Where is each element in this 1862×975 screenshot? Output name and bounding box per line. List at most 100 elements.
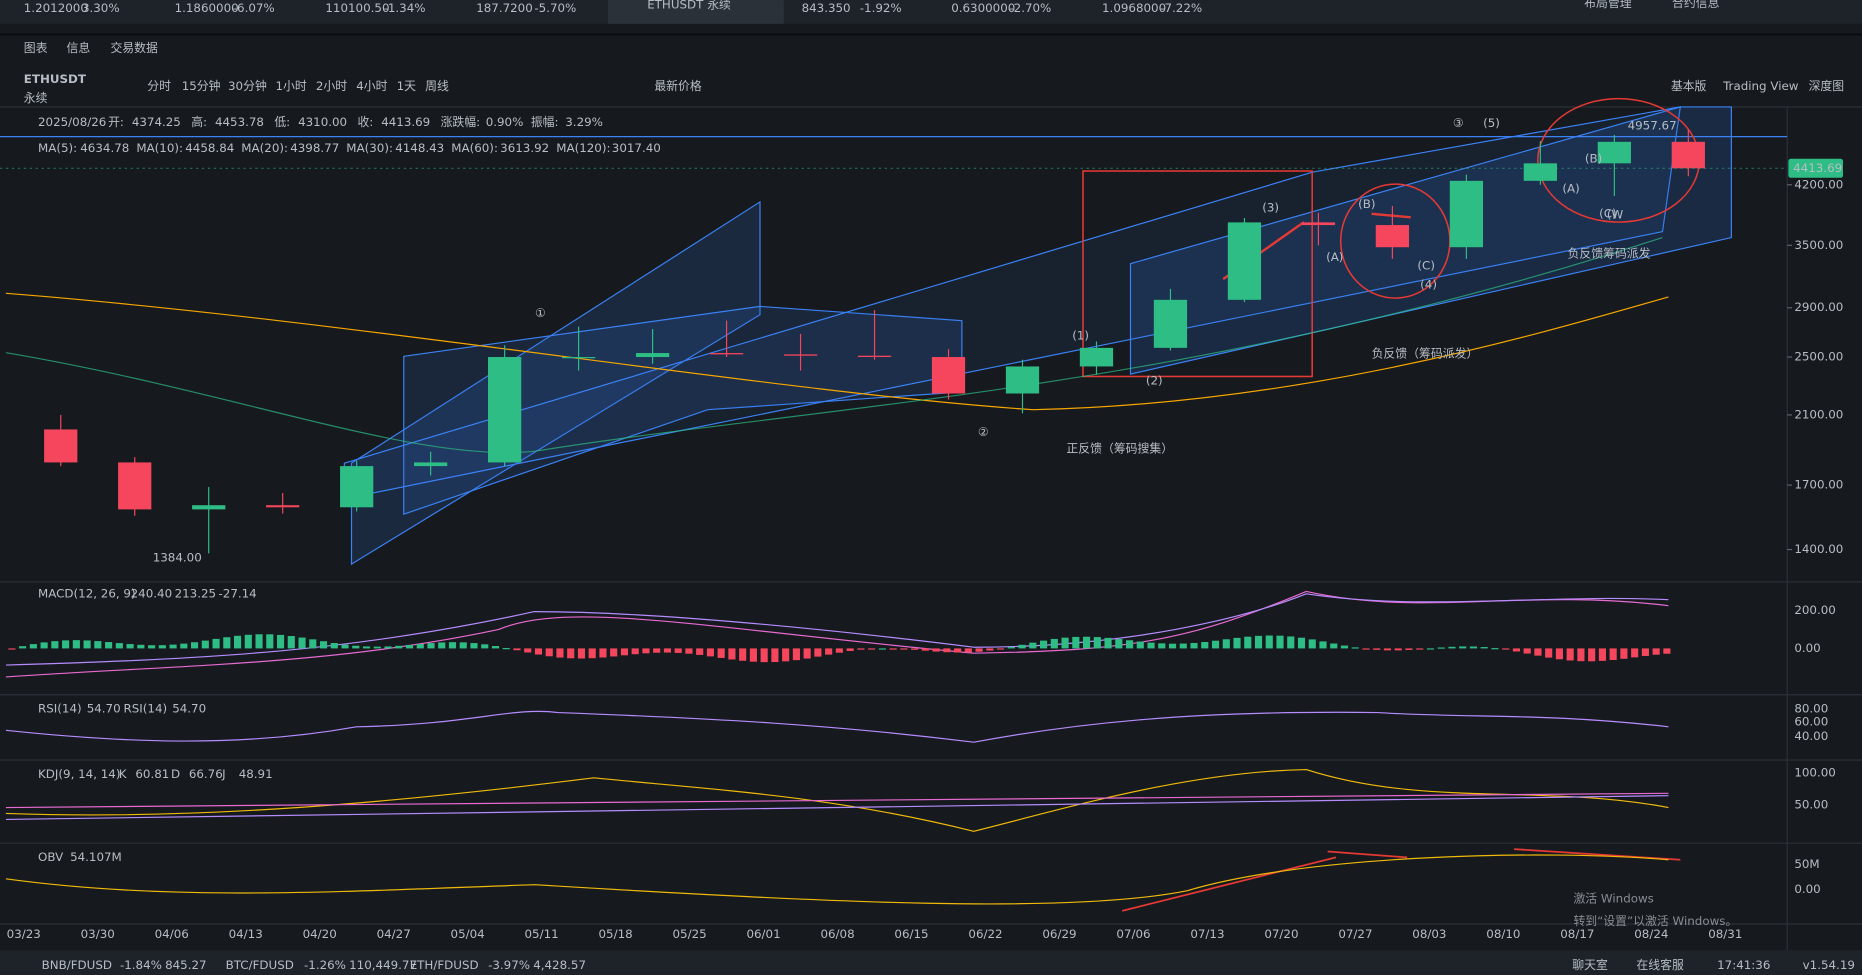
pair-name[interactable]: BTC/FDUSD (226, 958, 294, 972)
macd-histogram (986, 648, 994, 651)
last-price-label: 4413.69 (1793, 161, 1842, 175)
macd-histogram (685, 648, 693, 654)
candle-body (1005, 366, 1040, 394)
macd-histogram (62, 640, 70, 649)
macd-histogram (921, 648, 929, 651)
rsi-label: 54.70 (172, 701, 206, 715)
candle-body (931, 357, 966, 394)
tab[interactable]: 交易数据 (110, 41, 158, 55)
interval[interactable]: 15分钟 (182, 79, 221, 93)
ma-value: 4458.84 (185, 141, 234, 155)
candle-body (44, 429, 78, 463)
macd-histogram (137, 644, 145, 649)
view-tab[interactable]: 深度图 (1809, 79, 1845, 93)
pair-name[interactable]: BNB/FDUSD (42, 958, 112, 972)
kdj-item: 60.81 (135, 767, 169, 781)
macd-histogram (889, 648, 897, 650)
macd-histogram (1491, 648, 1499, 650)
x-tick-label: 04/20 (303, 927, 337, 941)
macd-histogram (373, 646, 381, 649)
macd-histogram (857, 648, 865, 650)
view-tab[interactable]: 基本版 (1671, 79, 1707, 93)
macd-histogram (631, 648, 639, 655)
price-type[interactable]: 最新价格 (654, 79, 702, 93)
ticker-price[interactable]: 1.2012000 (24, 1, 88, 15)
macd-histogram (319, 641, 328, 649)
macd-histogram (1254, 635, 1263, 649)
ohlc-value: 4413.69 (381, 115, 430, 129)
ticker-price[interactable]: 0.6300000 (951, 1, 1015, 15)
symbol[interactable]: ETHUSDT (24, 72, 87, 86)
kdj-item: K (119, 767, 128, 781)
macd-histogram (1459, 646, 1467, 649)
wave-label: (C) (1599, 206, 1617, 220)
candle-body (340, 466, 374, 508)
ticker-price[interactable]: 110100.50 (325, 1, 389, 15)
ma-value: 3613.92 (500, 141, 549, 155)
macd-histogram (782, 648, 790, 662)
interval[interactable]: 2小时 (316, 79, 347, 93)
ohlc-label: 收: (357, 115, 373, 129)
macd-histogram (943, 648, 951, 653)
macd-histogram (1211, 640, 1220, 649)
tab[interactable]: 图表 (24, 41, 48, 55)
pair-name[interactable]: ETH/FDUSD (410, 958, 479, 972)
pair-change: -1.84% (120, 958, 162, 972)
bottom-link[interactable]: 在线客服 (1636, 958, 1684, 972)
macd-histogram (1373, 648, 1381, 650)
macd-histogram (771, 648, 779, 663)
macd-histogram (1663, 648, 1671, 654)
top-link[interactable]: 布局管理 (1584, 0, 1632, 10)
wave-label: (5) (1483, 116, 1500, 130)
ticker-price[interactable]: 843.350 (802, 1, 851, 15)
macd-histogram (427, 643, 435, 649)
macd-histogram (524, 648, 532, 653)
macd-histogram (1416, 648, 1424, 650)
macd-histogram (448, 642, 457, 649)
ohlc-value: 0.90% (486, 115, 524, 129)
interval[interactable]: 1天 (397, 79, 417, 93)
x-tick-label: 06/22 (968, 927, 1002, 941)
macd-histogram (653, 648, 661, 653)
candle-body (1301, 222, 1336, 226)
obv-value: 54.107M (70, 850, 122, 864)
ma-name: MA(60): (451, 141, 498, 155)
interval[interactable]: 1小时 (276, 79, 307, 93)
macd-histogram (1093, 637, 1101, 649)
view-tab[interactable]: Trading View (1722, 79, 1799, 93)
wave-label: (1) (1072, 329, 1089, 343)
interval[interactable]: 4小时 (356, 79, 387, 93)
interval[interactable]: 30分钟 (228, 79, 267, 93)
interval[interactable]: 周线 (425, 79, 449, 93)
macd-histogram (481, 644, 489, 649)
macd-histogram (1125, 640, 1134, 649)
ticker-price[interactable]: 1.0968000 (1102, 1, 1166, 15)
macd-histogram (1448, 646, 1456, 649)
ohlc-label: 高: (191, 115, 207, 129)
top-link[interactable]: 合约信息 (1672, 0, 1720, 10)
tab[interactable]: 信息 (67, 41, 91, 55)
interval[interactable]: 分时 (147, 79, 171, 93)
macd-histogram (1555, 648, 1563, 660)
ticker-change: -1.34% (384, 1, 426, 15)
macd-histogram (1652, 648, 1660, 655)
macd-histogram (1566, 648, 1574, 661)
ticker-price[interactable]: 1.1860000 (175, 1, 239, 15)
macd-histogram (470, 643, 478, 649)
bottom-link[interactable]: 聊天室 (1572, 958, 1608, 972)
macd-histogram (309, 639, 317, 649)
macd-histogram (1577, 648, 1585, 662)
macd-histogram (1631, 648, 1639, 658)
rsi-tick: 60.00 (1794, 715, 1828, 729)
macd-histogram (545, 648, 553, 657)
wave-label: (C) (1417, 259, 1435, 273)
contract: 永续 (24, 91, 48, 105)
ticker-price[interactable]: 187.7200 (476, 1, 533, 15)
macd-histogram (814, 648, 822, 657)
active-symbol[interactable]: ETHUSDT 永续 (647, 0, 731, 11)
macd-histogram (975, 648, 983, 652)
macd-histogram (642, 648, 650, 654)
macd-histogram (19, 646, 27, 649)
macd-histogram (1040, 640, 1048, 649)
